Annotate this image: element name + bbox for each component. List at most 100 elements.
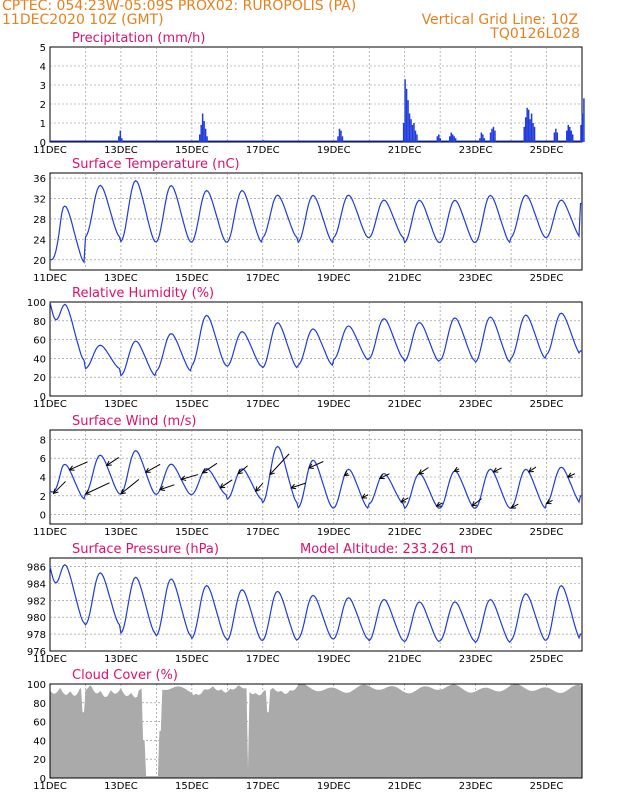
precip-bar — [206, 136, 208, 142]
precip-bar — [450, 132, 452, 142]
precip-bar — [204, 128, 207, 142]
cloud-ytick-label: 100 — [27, 680, 46, 691]
wind-arrow-head — [237, 468, 243, 475]
precipitation-xtick-label: 11DEC — [33, 145, 67, 156]
cloud-xtick-label: 11DEC — [33, 781, 67, 792]
precip-bar — [438, 134, 440, 142]
wind-arrow — [120, 479, 140, 495]
wind-xtick-label: 19DEC — [317, 527, 351, 538]
wind-arrow-head — [566, 472, 573, 478]
precip-bar — [524, 117, 527, 142]
wind-arrow — [145, 463, 161, 473]
humidity-xtick-label: 23DEC — [459, 399, 493, 410]
wind-arrow-head — [417, 469, 424, 475]
precip-bar — [568, 126, 571, 142]
wind-arrow — [291, 482, 306, 489]
humidity-xtick-label: 17DEC — [246, 399, 280, 410]
wind-arrow — [379, 473, 390, 479]
precip-bar — [411, 124, 414, 142]
wind-arrow — [85, 482, 110, 495]
cloud-xtick-label: 15DEC — [175, 781, 209, 792]
precip-bar — [404, 79, 406, 142]
temperature-xtick-label: 11DEC — [33, 273, 67, 284]
precip-bar — [581, 113, 584, 142]
pressure-xtick-label: 25DEC — [530, 654, 564, 665]
pressure-ytick-label: 986 — [27, 562, 46, 573]
precip-bar — [523, 126, 525, 142]
humidity-xtick-label: 21DEC — [388, 399, 422, 410]
temperature-xtick-label: 17DEC — [246, 273, 280, 284]
wind-arrow — [106, 457, 120, 466]
wind-arrow-head — [527, 467, 534, 473]
wind-arrow — [69, 461, 88, 471]
pressure-xtick-label: 21DEC — [388, 654, 422, 665]
precip-bar — [530, 113, 533, 142]
station-header: CPTEC: 054:23W-05:09S PROX02: RUROPOLIS … — [2, 0, 357, 14]
precip-bar — [483, 138, 486, 142]
wind-arrow-head — [68, 465, 75, 471]
cloud-ytick-label: 40 — [33, 736, 46, 747]
cloud-xtick-label: 19DEC — [317, 781, 351, 792]
humidity-xtick-label: 11DEC — [33, 399, 67, 410]
precip-bar — [201, 113, 204, 142]
precip-bar — [580, 124, 582, 142]
humidity-xtick-label: 15DEC — [175, 399, 209, 410]
wind-arrow-head — [201, 468, 208, 474]
wind-xtick-label: 13DEC — [104, 527, 138, 538]
wind-arrow — [255, 482, 264, 492]
wind-arrow — [471, 498, 482, 507]
precip-bar — [532, 123, 534, 142]
humidity-ytick-label: 80 — [33, 317, 46, 328]
precip-bar — [436, 136, 439, 142]
pressure-series-line — [49, 563, 582, 644]
wind-ytick-label: 0 — [40, 511, 46, 522]
pressure-subtitle: Model Altitude: 233.261 m — [300, 542, 473, 557]
precip-bar — [570, 130, 572, 142]
precipitation-ytick-label: 2 — [40, 100, 46, 111]
precip-bar — [408, 113, 411, 142]
precip-bar — [553, 132, 556, 142]
humidity-xtick-label: 25DEC — [530, 399, 564, 410]
precip-bar — [566, 130, 568, 142]
cloud-xtick-label: 25DEC — [530, 781, 564, 792]
cloud-xtick-label: 13DEC — [104, 781, 138, 792]
precipitation-xtick-label: 15DEC — [175, 145, 209, 156]
precip-bar — [482, 134, 484, 142]
wind-arrow-head — [492, 467, 499, 473]
wind-ytick-label: 8 — [40, 435, 46, 446]
wind-arrow — [219, 479, 233, 489]
precip-bar — [527, 109, 530, 142]
precip-bar — [526, 107, 528, 142]
precipitation-title: Precipitation (mm/h) — [72, 31, 205, 46]
wind-arrow-head — [471, 501, 478, 507]
wind-arrow — [308, 461, 324, 469]
wind-xtick-label: 23DEC — [459, 527, 493, 538]
humidity-ytick-label: 100 — [27, 298, 46, 309]
temperature-ytick-label: 20 — [33, 256, 46, 267]
temperature-ytick-label: 28 — [33, 215, 46, 226]
wind-arrow — [493, 467, 502, 473]
wind-arrow-head — [290, 483, 297, 490]
wind-arrow — [159, 484, 175, 491]
cloud-panel-frame-top — [49, 683, 583, 779]
precip-bar — [583, 98, 585, 142]
wind-arrow-head — [343, 470, 350, 477]
precip-bar — [439, 138, 442, 142]
wind-arrow-head — [84, 489, 91, 495]
pressure-title: Surface Pressure (hPa) — [72, 542, 219, 557]
temperature-title: Surface Temperature (nC) — [72, 157, 240, 172]
precip-bar — [203, 121, 205, 142]
pressure-ytick-label: 982 — [27, 596, 46, 607]
wind-arrow — [202, 462, 218, 474]
humidity-ytick-label: 20 — [33, 373, 46, 384]
precip-bar — [529, 119, 531, 142]
wind-arrow — [400, 497, 409, 503]
pressure-panel-frame — [49, 557, 583, 652]
precip-bar — [479, 138, 481, 142]
wind-arrow — [510, 503, 519, 509]
pressure-xtick-label: 17DEC — [246, 654, 280, 665]
pressure-xtick-label: 11DEC — [33, 654, 67, 665]
wind-arrow-head — [158, 485, 165, 491]
wind-arrow-head — [105, 460, 112, 467]
